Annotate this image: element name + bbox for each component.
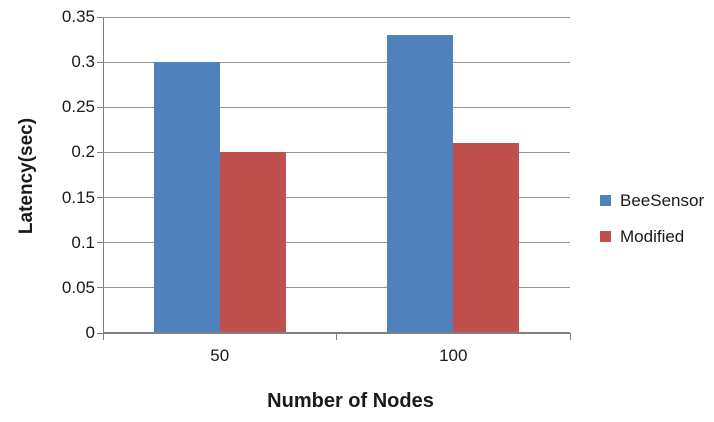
y-axis-line [103,17,104,333]
y-axis-tick-mark [97,61,103,63]
x-axis-tick-mark [569,333,571,340]
y-axis-tick-mark [97,332,103,334]
y-axis-tick-mark [97,151,103,153]
y-axis-tick-label: 0.3 [71,52,95,72]
y-axis-tick-mark [97,106,103,108]
y-axis-tick-mark [97,287,103,289]
bar-beesensor-50 [153,62,220,333]
y-axis-tick-mark [97,197,103,199]
bar-modified-50 [219,152,286,333]
legend-item-beesensor: BeeSensor [600,190,704,211]
horizontal-gridline [103,61,570,63]
y-axis-tick-label: 0.1 [71,232,95,252]
horizontal-gridline [103,16,570,18]
x-axis-title: Number of Nodes [267,390,434,412]
y-axis-tick-label: 0.25 [61,97,95,117]
y-axis-title: Latency(sec) [16,117,37,235]
y-axis-tick-mark [97,242,103,244]
y-axis-tick-label: 0.35 [61,7,95,26]
chart-legend: BeeSensor Modified [600,190,704,262]
legend-item-modified: Modified [600,226,704,247]
x-axis-tick-label: 100 [439,346,468,365]
x-axis-line [103,332,570,334]
x-axis-tick-mark [102,333,104,340]
legend-swatch-beesensor [600,195,611,206]
legend-label: Modified [620,226,685,246]
y-axis-tick-label: 0.15 [61,187,95,207]
x-axis-tick-mark [336,333,337,340]
y-axis-tick-mark [97,16,103,18]
horizontal-gridline [103,242,570,244]
horizontal-gridline [103,197,570,199]
x-axis-tick-label: 50 [210,346,230,365]
y-axis-tick-label: 0 [85,323,95,342]
bar-modified-100 [453,143,520,333]
horizontal-gridline [103,106,570,108]
horizontal-gridline [103,287,570,289]
horizontal-gridline [103,151,570,153]
legend-swatch-modified [600,231,611,242]
y-axis-tick-label: 0.05 [61,277,95,297]
legend-label: BeeSensor [620,190,705,210]
bar-beesensor-100 [387,35,454,333]
y-axis-tick-label: 0.2 [71,142,95,162]
